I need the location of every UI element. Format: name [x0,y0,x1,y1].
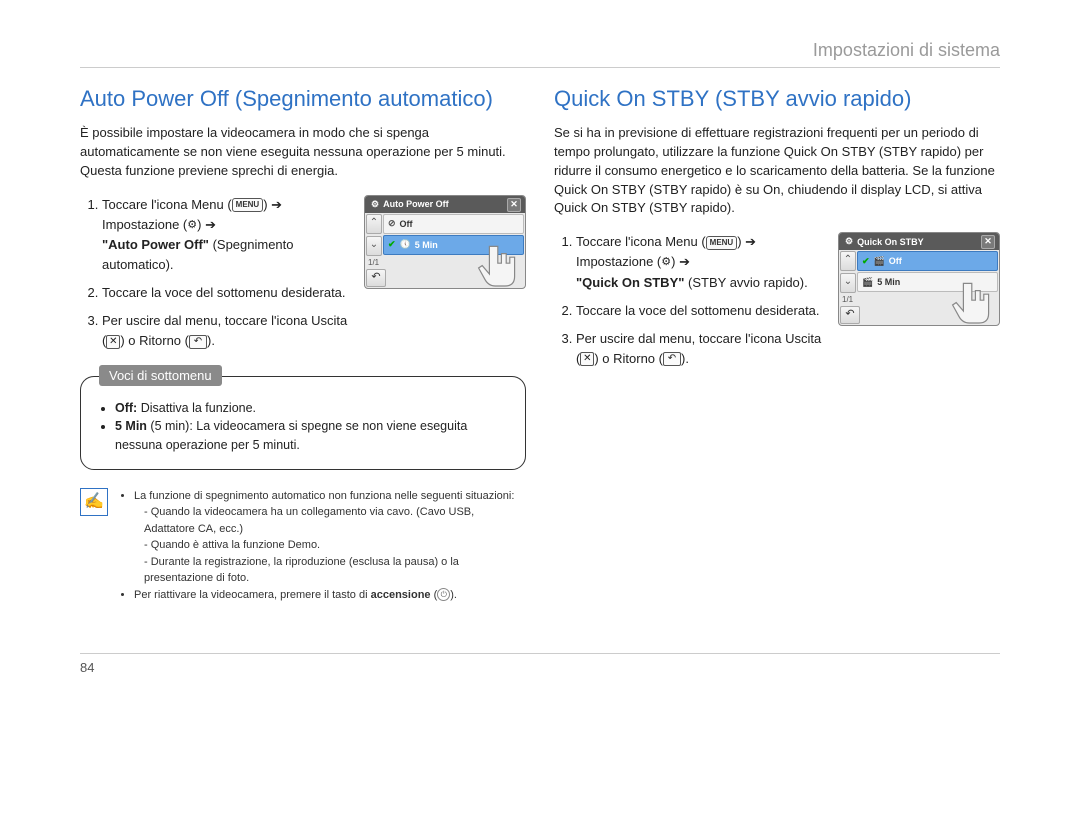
check-icon: ✔ [862,256,870,267]
close-icon[interactable]: ✕ [981,235,995,249]
left-heading: Auto Power Off (Spegnimento automatico) [80,86,526,112]
right-column: Quick On STBY (STBY avvio rapido) Se si … [554,86,1000,603]
close-icon: ✕ [106,335,120,349]
callout-off-strong: Off: [115,401,137,415]
r-step1-d: (STBY avvio rapido). [688,275,808,290]
r-step1-imp: Impostazione ( [576,254,661,269]
breadcrumb: Impostazioni di sistema [80,40,1000,68]
r-step1-bold: "Quick On STBY" [576,275,684,290]
gear-icon: ⚙ [371,199,379,210]
hand-icon [949,281,997,326]
check-icon: ✔ [388,239,396,250]
close-icon[interactable]: ✕ [507,198,521,212]
note2c: ). [450,589,457,601]
callout-item-5min: 5 Min (5 min): La videocamera si spegne … [115,417,509,455]
arrow-icon: ) ➔ [671,254,690,269]
callout-5min-rest: (5 min): La videocamera si spegne se non… [115,419,467,452]
note2a: Per riattivare la videocamera, premere i… [134,589,371,601]
note1a: Quando la videocamera ha un collegamento… [144,504,526,537]
l-step3-b: ) o Ritorno ( [120,333,189,348]
down-button[interactable]: ⌄ [840,273,856,293]
right-ui-screenshot: ⚙ Quick On STBY ✕ ⌃ ⌄ 1/1 ↶ [838,232,1000,326]
menu-icon: MENU [232,198,264,212]
ui-row-off-label: Off [400,219,413,229]
menu-icon: MENU [706,236,738,250]
l-step1-a: Toccare l'icona Menu ( [102,197,232,212]
down-button[interactable]: ⌄ [366,236,382,256]
off-icon: ⊘ [388,218,396,229]
callout-5min-strong: 5 Min [115,419,147,433]
right-heading: Quick On STBY (STBY avvio rapido) [554,86,1000,112]
left-column: Auto Power Off (Spegnimento automatico) … [80,86,526,603]
ui-row-off-label: Off [889,256,902,266]
note-block: ✍ La funzione di spegnimento automatico … [80,488,526,604]
gear-icon: ⚙ [845,236,853,247]
power-icon: ⏻ [437,588,450,601]
clock-icon: 🕔 [400,239,411,250]
callout-tab: Voci di sottomenu [99,365,222,386]
ui-row-off[interactable]: ⊘ Off [383,214,524,234]
callout-off-rest: Disattiva la funzione. [137,401,256,415]
callout-item-off: Off: Disattiva la funzione. [115,399,509,418]
page-number: 84 [80,653,1000,675]
arrow-icon: ) ➔ [263,197,282,212]
ui-title-text: Auto Power Off [383,199,449,209]
ui-row-5min-label: 5 Min [877,277,900,287]
gear-icon: ⚙ [187,217,197,234]
ui-page-indicator: 1/1 [839,294,857,305]
up-button[interactable]: ⌃ [366,214,382,234]
ui-row-5min-label: 5 Min [415,240,438,250]
l-step1-bold: "Auto Power Off" [102,237,209,252]
ui-page-indicator: 1/1 [365,257,383,268]
stby-icon: 🎬 [862,277,873,288]
stby-icon: 🎬 [874,256,885,267]
r-step3-c: ). [681,351,689,366]
note1b: Quando è attiva la funzione Demo. [144,537,526,554]
return-icon: ↶ [189,335,207,349]
note2-strong: accensione [371,589,431,601]
ui-row-off[interactable]: ✔ 🎬 Off [857,251,998,271]
submenu-callout: Voci di sottomenu Off: Disattiva la funz… [80,376,526,470]
right-lead: Se si ha in previsione di effettuare reg… [554,124,1000,218]
note1c: Durante la registrazione, la riproduzion… [144,554,526,587]
ui-title-text: Quick On STBY [857,237,924,247]
left-lead: È possibile impostare la videocamera in … [80,124,526,181]
left-steps: Toccare l'icona Menu (MENU) ➔ Impostazio… [80,195,348,352]
r-step3-b: ) o Ritorno ( [594,351,663,366]
arrow-icon: ) ➔ [197,217,216,232]
arrow-icon: ) ➔ [737,234,756,249]
hand-icon [475,244,523,289]
l-step1-imp: Impostazione ( [102,217,187,232]
note-icon: ✍ [80,488,108,516]
l-step3-c: ). [207,333,215,348]
up-button[interactable]: ⌃ [840,251,856,271]
left-ui-screenshot: ⚙ Auto Power Off ✕ ⌃ ⌄ 1/1 ↶ [364,195,526,289]
return-icon: ↶ [663,352,681,366]
note1: La funzione di spegnimento automatico no… [134,490,514,502]
note2b: ( [431,589,438,601]
l-step2: Toccare la voce del sottomenu desiderata… [102,283,348,303]
right-steps: Toccare l'icona Menu (MENU) ➔ Impostazio… [554,232,822,369]
gear-icon: ⚙ [661,254,671,271]
r-step2: Toccare la voce del sottomenu desiderata… [576,301,822,321]
r-step1-a: Toccare l'icona Menu ( [576,234,706,249]
close-icon: ✕ [580,352,594,366]
